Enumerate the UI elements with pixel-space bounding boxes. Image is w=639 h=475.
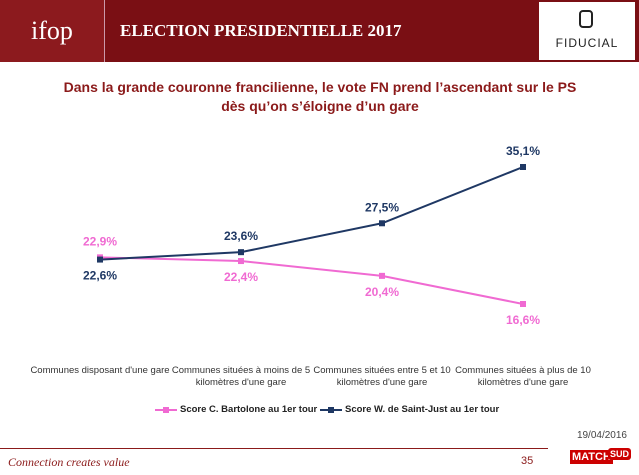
page-number: 35 xyxy=(521,455,534,467)
x-tick-label: Communes disposant d'une gare xyxy=(30,365,170,376)
x-tick-label: Communes situées à plus de 10 kilomètres… xyxy=(455,365,591,388)
series-line xyxy=(99,166,524,261)
data-label: 23,6% xyxy=(224,229,258,243)
header-bar xyxy=(0,0,639,62)
marker xyxy=(379,220,385,227)
marker xyxy=(520,301,526,307)
x-tick-label: Communes situées entre 5 et 10 kilomètre… xyxy=(313,365,451,388)
data-label: 16,6% xyxy=(506,313,540,327)
data-label: 35,1% xyxy=(506,144,540,158)
marker xyxy=(97,256,103,263)
data-label: 22,6% xyxy=(83,269,117,283)
logo-sud: SUD xyxy=(608,448,632,460)
legend-marker xyxy=(328,407,334,413)
tagline: Connection creates value xyxy=(8,455,130,469)
marker xyxy=(379,272,385,279)
legend-marker xyxy=(163,407,169,413)
logo-match: MATCH xyxy=(570,450,613,464)
date: 19/04/2016 xyxy=(576,430,627,441)
marker xyxy=(238,258,244,265)
logo: ifop xyxy=(0,0,105,62)
chart-title: Dans la grande couronne francilienne, le… xyxy=(63,79,577,114)
legend-label: Score W. de Saint-Just au 1er tour xyxy=(345,404,500,415)
data-label: 22,4% xyxy=(224,270,258,284)
legend-label: Score C. Bartolone au 1er tour xyxy=(180,404,318,415)
header-title: ELECTION PRESIDENTIELLE 2017 xyxy=(120,21,402,40)
marker xyxy=(520,164,526,170)
data-label: 22,9% xyxy=(83,234,117,248)
partner-logo: FIDUCIAL xyxy=(539,2,635,60)
data-label: 27,5% xyxy=(365,200,399,214)
data-label: 20,4% xyxy=(365,285,399,299)
series-line xyxy=(99,256,524,305)
x-tick-label: Communes situées à moins de 5 kilomètres… xyxy=(171,365,311,388)
footer-rule xyxy=(0,448,548,449)
marker xyxy=(238,249,244,256)
